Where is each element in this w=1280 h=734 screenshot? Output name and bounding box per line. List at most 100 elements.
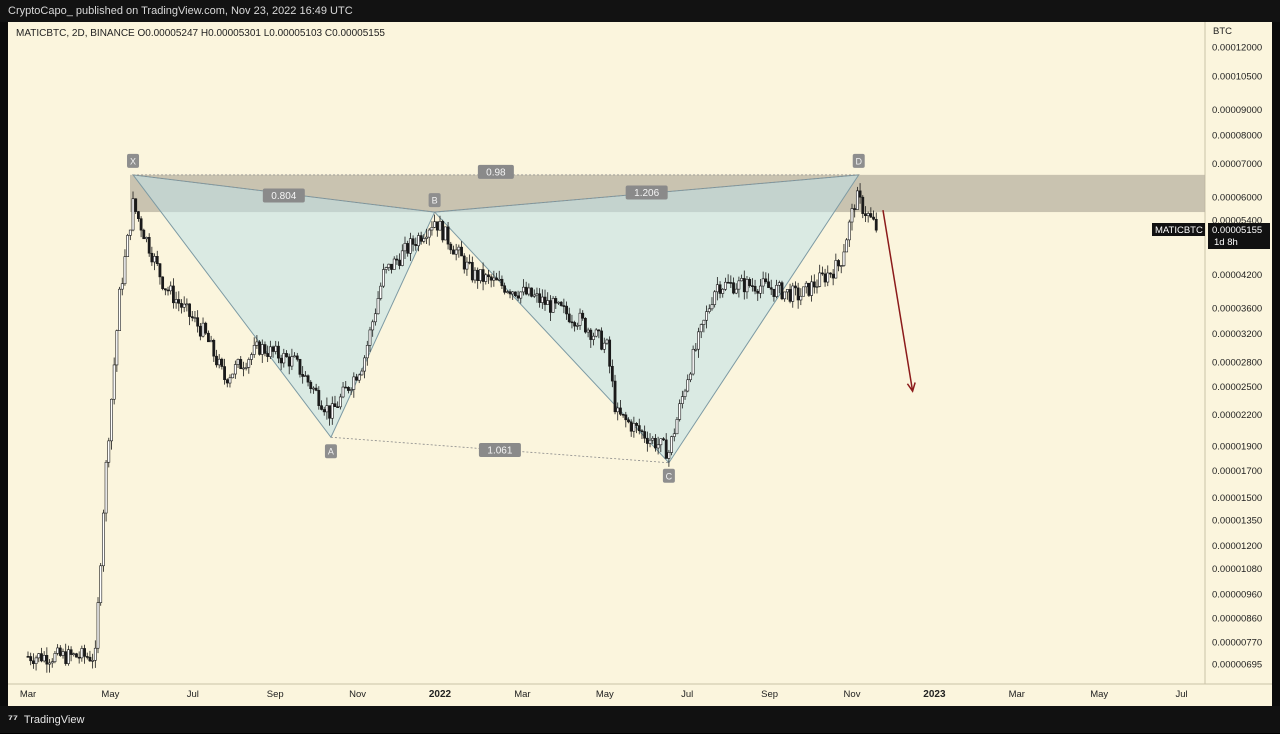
projection-arrow-head bbox=[906, 382, 916, 393]
candle-body bbox=[761, 278, 765, 287]
candle-body bbox=[637, 425, 641, 431]
candle-body bbox=[718, 284, 722, 294]
candle-body bbox=[198, 325, 202, 337]
candle-body bbox=[188, 303, 191, 317]
candle-body bbox=[516, 295, 520, 299]
candle-body bbox=[820, 272, 824, 275]
candle-body bbox=[635, 423, 638, 426]
pattern-point-label: B bbox=[432, 196, 438, 206]
pattern-triangle-bcd[interactable] bbox=[433, 174, 860, 464]
candle-body bbox=[570, 321, 574, 324]
candle-body bbox=[872, 216, 875, 220]
candle-body bbox=[64, 651, 68, 664]
candle-body bbox=[530, 287, 533, 297]
y-tick-label: 0.00002800 bbox=[1212, 358, 1262, 369]
candle-body bbox=[519, 291, 523, 299]
symbol-tag[interactable] bbox=[1152, 223, 1205, 237]
candle-body bbox=[457, 246, 461, 251]
candle-body bbox=[842, 251, 846, 266]
candle-body bbox=[430, 227, 434, 231]
candle-body bbox=[689, 373, 692, 381]
pattern-point-label: X bbox=[130, 156, 136, 166]
candle-body bbox=[546, 300, 550, 305]
tradingview-logo-icon[interactable]: ⁷⁷ bbox=[8, 712, 18, 726]
candle-body bbox=[104, 461, 108, 514]
candle-body bbox=[759, 285, 762, 294]
pattern-triangle-xab[interactable] bbox=[131, 174, 436, 439]
candle-body bbox=[244, 367, 248, 369]
candle-body bbox=[476, 269, 480, 281]
last-price-tag[interactable] bbox=[1208, 223, 1270, 250]
candle-body bbox=[225, 379, 229, 384]
y-tick-label: 0.00000770 bbox=[1212, 637, 1262, 648]
ratio-badge[interactable] bbox=[625, 185, 668, 200]
candle-body bbox=[783, 291, 787, 300]
x-tick-label: Jul bbox=[681, 689, 693, 700]
pattern-point-badge[interactable] bbox=[428, 193, 441, 208]
ratio-badge[interactable] bbox=[477, 164, 514, 179]
candle-body bbox=[697, 331, 700, 350]
candle-body bbox=[80, 648, 84, 659]
candle-body bbox=[290, 356, 294, 367]
candle-body bbox=[110, 398, 113, 442]
footer-brand[interactable]: TradingView bbox=[23, 714, 85, 726]
candle-body bbox=[37, 653, 41, 659]
candle-body bbox=[810, 281, 814, 296]
candle-body bbox=[317, 390, 321, 406]
candle-body bbox=[268, 346, 272, 357]
candle-body bbox=[341, 386, 345, 398]
candle-body bbox=[705, 311, 708, 321]
candle-body bbox=[279, 357, 283, 364]
candle-body bbox=[616, 407, 620, 413]
candle-body bbox=[748, 279, 752, 286]
candle-body bbox=[562, 305, 566, 307]
footer: ⁷⁷ TradingView bbox=[0, 706, 1280, 733]
candle-body bbox=[481, 269, 485, 282]
candle-body bbox=[435, 221, 439, 231]
y-tick-label: 0.00010500 bbox=[1212, 71, 1262, 82]
candle-body bbox=[185, 303, 189, 306]
pattern-point-badge[interactable] bbox=[127, 153, 140, 168]
candle-body bbox=[414, 244, 418, 247]
candle-body bbox=[487, 274, 490, 278]
candle-body bbox=[379, 285, 383, 299]
candle-body bbox=[839, 265, 843, 267]
currency-label: BTC bbox=[1213, 26, 1232, 37]
candle-body bbox=[651, 437, 655, 441]
candle-body bbox=[204, 322, 208, 334]
candle-body bbox=[180, 303, 183, 308]
candle-body bbox=[153, 256, 156, 263]
x-tick-label: Jul bbox=[1176, 689, 1188, 700]
ratio-badge[interactable] bbox=[478, 443, 521, 458]
candle-body bbox=[815, 286, 819, 288]
candle-body bbox=[69, 649, 73, 655]
candle-body bbox=[775, 284, 779, 297]
candle-body bbox=[196, 317, 200, 327]
candle-body bbox=[93, 647, 97, 661]
publish-header: CryptoCapo_ published on TradingView.com… bbox=[0, 0, 1280, 22]
pattern-point-badge[interactable] bbox=[852, 153, 865, 168]
candle-body bbox=[831, 273, 835, 279]
x-tick-label: Sep bbox=[267, 689, 284, 700]
ratio-label: 0.98 bbox=[486, 167, 506, 178]
candle-body bbox=[50, 661, 54, 664]
candle-body bbox=[834, 260, 838, 279]
candle-body bbox=[422, 238, 426, 242]
pattern-point-badge[interactable] bbox=[662, 468, 675, 483]
candle-body bbox=[282, 353, 286, 364]
candle-body bbox=[91, 660, 95, 662]
candle-body bbox=[88, 656, 92, 662]
candle-body bbox=[48, 662, 51, 665]
candle-body bbox=[255, 341, 259, 346]
candle-body bbox=[691, 349, 695, 375]
y-tick-label: 0.00012000 bbox=[1212, 43, 1262, 54]
pattern-point-badge[interactable] bbox=[324, 444, 337, 459]
candle-body bbox=[602, 342, 606, 350]
candle-body bbox=[233, 364, 237, 375]
candle-body bbox=[796, 287, 800, 301]
candle-body bbox=[538, 293, 542, 303]
ratio-badge[interactable] bbox=[262, 188, 305, 203]
candle-body bbox=[34, 657, 38, 664]
projection-arrow[interactable] bbox=[882, 210, 914, 392]
